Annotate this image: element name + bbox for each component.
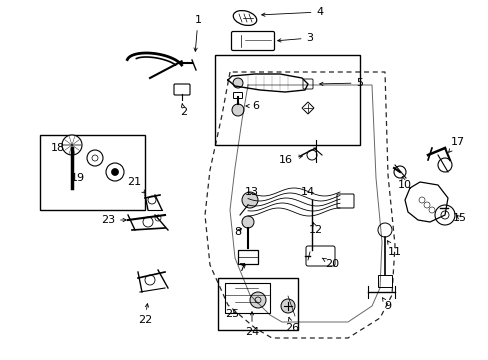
Text: 18: 18 [51, 143, 65, 153]
Circle shape [242, 216, 253, 228]
Text: 9: 9 [382, 298, 391, 311]
Text: 15: 15 [452, 213, 466, 223]
Text: 26: 26 [285, 317, 299, 333]
Text: 4: 4 [261, 7, 323, 17]
Text: 7: 7 [238, 263, 245, 273]
Circle shape [249, 292, 265, 308]
Text: 17: 17 [447, 137, 464, 152]
Text: 22: 22 [138, 304, 152, 325]
Bar [238, 250, 258, 264]
Text: 24: 24 [244, 312, 259, 337]
Bar [40, 135, 145, 210]
Text: 23: 23 [101, 215, 126, 225]
Text: 13: 13 [244, 187, 259, 197]
Text: 19: 19 [71, 173, 85, 183]
Circle shape [231, 104, 244, 116]
Bar [215, 55, 359, 145]
Text: 11: 11 [386, 241, 401, 257]
Circle shape [111, 168, 118, 175]
Bar [377, 275, 391, 287]
Bar [224, 283, 269, 313]
Text: 2: 2 [180, 104, 187, 117]
Text: 8: 8 [234, 227, 241, 237]
Text: 12: 12 [308, 222, 323, 235]
Circle shape [232, 78, 243, 88]
Text: 10: 10 [397, 177, 411, 190]
Circle shape [281, 299, 294, 313]
Circle shape [242, 192, 258, 208]
Bar [218, 278, 297, 330]
Text: 25: 25 [224, 309, 239, 319]
Text: 14: 14 [300, 187, 314, 197]
Text: 20: 20 [322, 258, 338, 269]
Text: 6: 6 [245, 101, 259, 111]
Text: 16: 16 [279, 155, 302, 165]
Text: 3: 3 [277, 33, 313, 43]
Circle shape [62, 135, 82, 155]
Text: 1: 1 [194, 15, 201, 51]
Text: 21: 21 [127, 177, 145, 193]
Text: 5: 5 [319, 78, 363, 88]
